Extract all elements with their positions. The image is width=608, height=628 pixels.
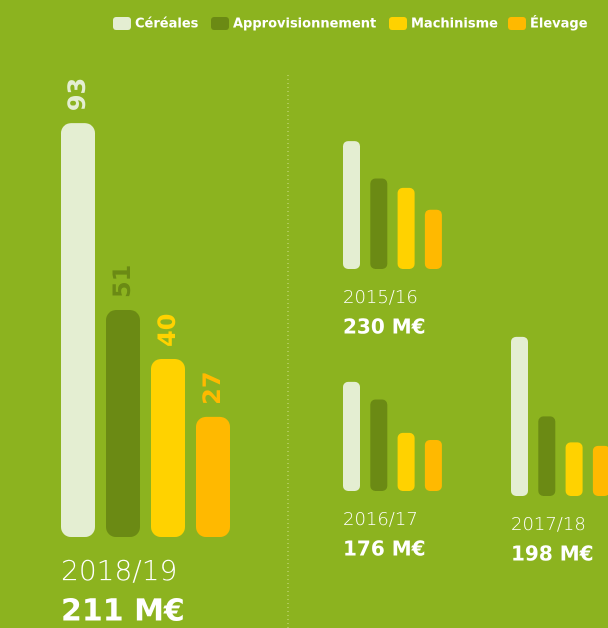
bar <box>566 442 583 496</box>
bar <box>106 310 140 537</box>
bar <box>398 188 415 269</box>
bar <box>196 417 230 537</box>
legend-swatch <box>113 17 131 30</box>
bar <box>511 337 528 496</box>
chart-title: 2016/17 <box>343 509 418 530</box>
legend-label: Céréales <box>135 17 199 32</box>
chart-subtitle: 198 M€ <box>511 542 594 566</box>
bar <box>61 123 95 537</box>
bar <box>425 440 442 491</box>
bar <box>425 210 442 269</box>
bar <box>343 382 360 491</box>
bar <box>538 416 555 496</box>
chart-title: 2015/16 <box>343 287 418 308</box>
infographic: Céréales Approvisionnement Machinisme Éleva… <box>0 0 608 628</box>
value-label: 40 <box>153 314 181 347</box>
bar <box>343 141 360 269</box>
bar <box>398 433 415 491</box>
chart-subtitle: 211 M€ <box>61 594 185 628</box>
chart-subtitle: 176 M€ <box>343 537 426 561</box>
legend-swatch <box>389 17 407 30</box>
legend-label: Élevage <box>530 16 588 32</box>
legend-label: Machinisme <box>411 17 498 32</box>
bar <box>593 446 608 496</box>
value-label: 93 <box>63 78 91 111</box>
value-label: 51 <box>108 265 136 298</box>
chart-subtitle: 230 M€ <box>343 315 426 339</box>
legend-swatch <box>211 17 229 30</box>
bar <box>370 399 387 491</box>
bar <box>151 359 185 537</box>
value-label: 27 <box>198 371 226 404</box>
bar <box>370 179 387 269</box>
chart-title: 2017/18 <box>511 514 586 535</box>
legend-swatch <box>508 17 526 30</box>
chart-title: 2018/19 <box>61 554 177 587</box>
legend-label: Approvisionnement <box>233 17 376 32</box>
